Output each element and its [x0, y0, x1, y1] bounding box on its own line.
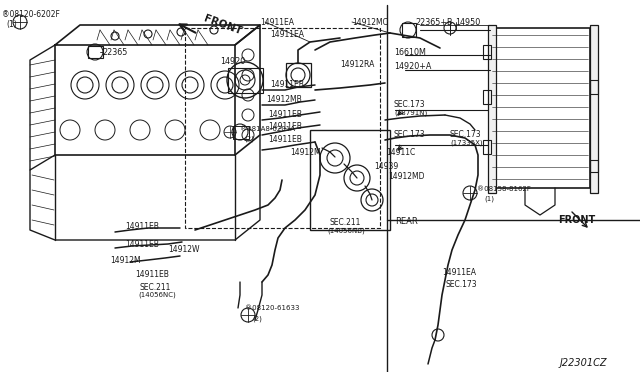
- Text: 14911C: 14911C: [386, 148, 415, 157]
- Bar: [185, 28, 380, 228]
- Bar: [590, 80, 598, 94]
- Text: (14056NC): (14056NC): [138, 292, 176, 298]
- Text: (1): (1): [484, 196, 494, 202]
- Bar: [286, 63, 311, 87]
- Bar: [233, 126, 249, 139]
- Text: 14911EB: 14911EB: [270, 80, 304, 89]
- Bar: [483, 140, 491, 154]
- Text: REAR: REAR: [395, 217, 418, 226]
- Text: 14911EA: 14911EA: [442, 268, 476, 277]
- Text: SEC.173: SEC.173: [450, 130, 482, 139]
- Bar: [488, 25, 496, 193]
- Text: 14912M: 14912M: [110, 256, 141, 265]
- Bar: [88, 46, 103, 58]
- Text: 16610M: 16610M: [394, 48, 426, 57]
- Text: 14912MC: 14912MC: [352, 18, 388, 27]
- Text: 22365: 22365: [102, 48, 127, 57]
- Bar: [483, 45, 491, 59]
- Bar: [185, 28, 380, 228]
- Text: 22365+B: 22365+B: [415, 18, 452, 27]
- Text: 14911EB: 14911EB: [125, 222, 159, 231]
- Text: ®08120-61633: ®08120-61633: [245, 305, 300, 311]
- Text: (18791N): (18791N): [394, 110, 428, 116]
- Bar: [228, 68, 263, 93]
- Text: 14950: 14950: [455, 18, 480, 27]
- Text: (17335X): (17335X): [450, 140, 483, 147]
- Text: 14911EB: 14911EB: [125, 240, 159, 249]
- Text: (1): (1): [6, 20, 17, 29]
- Bar: [590, 25, 598, 193]
- Bar: [310, 130, 390, 230]
- Text: 14920+A: 14920+A: [394, 62, 431, 71]
- Text: J22301CZ: J22301CZ: [560, 358, 607, 368]
- Text: 14911EB: 14911EB: [268, 135, 302, 144]
- Bar: [590, 160, 598, 172]
- Text: 14939: 14939: [374, 162, 398, 171]
- Text: ®08158-8162F: ®08158-8162F: [477, 186, 531, 192]
- Text: SEC.173: SEC.173: [394, 130, 426, 139]
- Text: FRONT: FRONT: [202, 13, 243, 36]
- Text: (14056NB): (14056NB): [327, 228, 365, 234]
- Text: FRONT: FRONT: [558, 215, 595, 225]
- Text: (2): (2): [252, 315, 262, 321]
- Text: ®081A8-6201A: ®081A8-6201A: [240, 126, 295, 132]
- Text: 14920: 14920: [220, 57, 245, 66]
- Text: 14911EB: 14911EB: [135, 270, 169, 279]
- Text: 14912MB: 14912MB: [266, 95, 301, 104]
- Text: SEC.211: SEC.211: [140, 283, 172, 292]
- Text: 14911EB: 14911EB: [268, 110, 302, 119]
- Text: 14911EA: 14911EA: [270, 30, 304, 39]
- Text: 14911EB: 14911EB: [268, 122, 302, 131]
- Text: SEC.173: SEC.173: [445, 280, 477, 289]
- Text: 14912W: 14912W: [168, 245, 200, 254]
- Bar: [490, 28, 590, 188]
- Text: 14912RA: 14912RA: [340, 60, 374, 69]
- Text: 14911EA: 14911EA: [260, 18, 294, 27]
- Text: 14912MD: 14912MD: [388, 172, 424, 181]
- Text: SEC.173: SEC.173: [394, 100, 426, 109]
- Text: 14912M: 14912M: [290, 148, 321, 157]
- Bar: [483, 90, 491, 104]
- Text: SEC.211: SEC.211: [330, 218, 362, 227]
- Text: (2): (2): [244, 135, 254, 141]
- Text: ®08120-6202F: ®08120-6202F: [2, 10, 60, 19]
- Bar: [402, 23, 416, 37]
